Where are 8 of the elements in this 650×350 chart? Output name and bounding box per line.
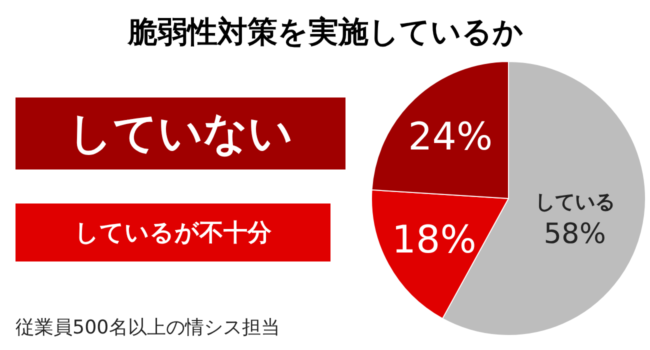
- data-label: 18%: [392, 217, 476, 262]
- slice-label: していない: [68, 108, 293, 159]
- data-label: 58%: [544, 217, 606, 250]
- data-label: 24%: [408, 114, 493, 159]
- slice-label: しているが不十分: [74, 218, 272, 246]
- text: 従業員500名以上の情シス担当: [16, 316, 280, 338]
- slice-label: している: [534, 190, 615, 214]
- chart-title: 脆弱性対策を実施しているか: [126, 15, 524, 50]
